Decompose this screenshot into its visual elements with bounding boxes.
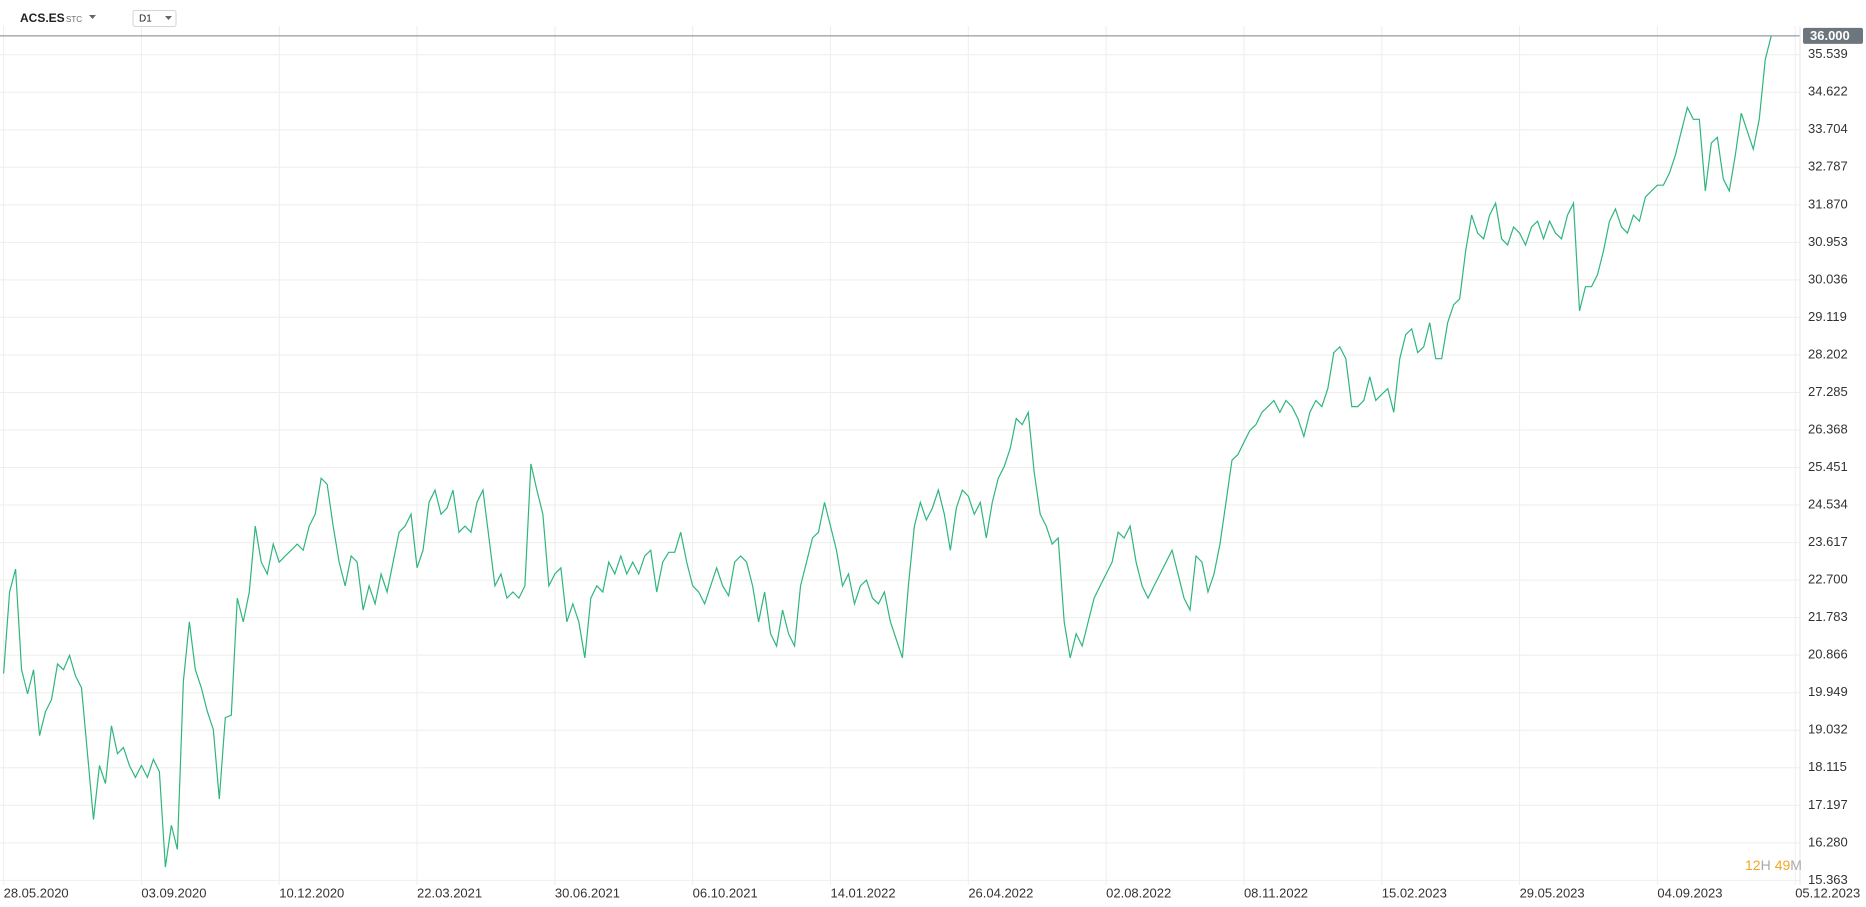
y-tick-label: 26.368 [1808,421,1848,436]
plot [0,35,1800,868]
y-tick-label: 30.953 [1808,234,1848,249]
y-tick-label: 30.036 [1808,271,1848,286]
symbol-dropdown[interactable] [89,15,96,19]
x-tick-label: 10.12.2020 [279,885,344,900]
y-tick-label: 18.115 [1808,759,1847,774]
market: STC [66,15,82,24]
price-line [3,35,1772,868]
y-tick-label: 15.363 [1808,872,1848,887]
x-tick-label: 28.05.2020 [4,885,69,900]
x-tick-label: 15.02.2023 [1382,885,1447,900]
y-tick-label: 16.280 [1808,834,1848,849]
axes: 15.363 16.280 17.197 18.115 19.032 19.949 20.8… [4,26,1863,900]
y-tick-label: 17.197 [1808,797,1848,812]
grid [0,26,1800,885]
y-tick-label: 33.704 [1808,121,1848,136]
y-tick-label: 29.119 [1808,309,1847,324]
y-tick-label: 19.032 [1808,722,1848,737]
x-tick-label: 14.01.2022 [830,885,895,900]
interval-select[interactable] [132,10,177,27]
y-tick-label: 31.870 [1808,196,1848,211]
timer: 12H 49M [1745,857,1802,873]
x-tick-label: 03.09.2020 [141,885,206,900]
timer-hours-unit: H [1761,857,1771,873]
y-tick-label: 34.622 [1808,84,1848,99]
interval[interactable]: D1 [139,14,152,25]
y-tick-label: 21.783 [1808,609,1848,624]
last-price-label: 36.000 [1810,28,1850,43]
x-tick-label: 06.10.2021 [693,885,758,900]
y-tick-label: 28.202 [1808,346,1848,361]
last-price-box [1803,27,1863,44]
timer-minutes-unit: M [1790,857,1802,873]
x-tick-label: 29.05.2023 [1520,885,1585,900]
x-tick-label: 22.03.2021 [417,885,482,900]
y-tick-label: 27.285 [1808,384,1848,399]
y-tick-label: 32.787 [1808,159,1848,174]
x-tick-label: 04.09.2023 [1657,885,1722,900]
x-tick-label: 02.08.2022 [1106,885,1171,900]
y-tick-label: 25.451 [1808,459,1848,474]
timer-minutes: 49 [1775,857,1791,873]
y-tick-label: 20.866 [1808,647,1848,662]
interval-dropdown [165,16,172,20]
timer-hours: 12 [1745,857,1761,873]
x-tick-label: 30.06.2021 [555,885,620,900]
x-tick-label: 26.04.2022 [968,885,1033,900]
y-tick-label: 23.617 [1808,534,1848,549]
y-tick-label: 22.700 [1808,572,1848,587]
y-tick-label: 35.539 [1808,46,1848,61]
x-tick-label: 08.11.2022 [1244,885,1308,900]
y-tick-label: 24.534 [1808,496,1848,511]
symbol[interactable]: ACS.ES [20,11,65,25]
x-tick-label: 05.12.2023 [1795,885,1860,900]
y-tick-label: 19.949 [1808,684,1848,699]
